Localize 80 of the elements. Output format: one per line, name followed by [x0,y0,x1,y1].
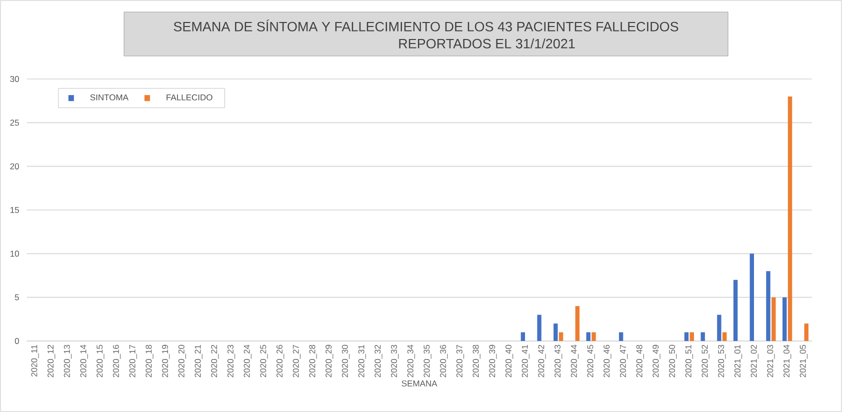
x-tick-label: 2020_37 [456,344,464,378]
bar [700,332,705,341]
bar [804,324,808,341]
x-tick-label: 2020_40 [505,344,514,378]
y-tick-label: 5 [14,294,19,300]
x-tick-label: 2020_44 [570,344,578,378]
bar [558,332,564,341]
x-tick-label: 2020_17 [129,344,137,378]
x-tick-label: 2020_13 [64,344,72,378]
bar [554,324,558,341]
x-tick-label: 2020_23 [227,344,236,378]
y-tick-label: 15 [10,207,19,213]
x-tick-label: 2020_45 [587,344,595,378]
bar [537,314,542,341]
x-tick-label: 2020_39 [489,344,497,378]
x-tick-label: 2020_29 [326,344,334,378]
x-tick-label: 2020_25 [260,344,268,378]
x-tick-label: 2021_05 [800,344,808,378]
x-tick-label: 2020_11 [31,344,39,377]
x-tick-label: 2020_42 [538,344,546,378]
bar [766,271,770,341]
bar [592,332,596,341]
bar [717,314,722,341]
x-tick-label: 2020_51 [685,344,693,378]
x-tick-label: 2020_47 [620,344,628,378]
x-tick-label: 2020_48 [636,344,644,378]
x-tick-label: 2020_14 [80,344,88,378]
x-axis-title: SEMANA [402,380,438,386]
x-tick-label: 2021_02 [750,344,758,378]
bar [575,306,580,341]
legend-label: FALLECIDO [166,94,212,100]
y-tick-label: 0 [14,338,19,344]
y-tick-label: 30 [10,76,19,82]
bar [690,332,694,341]
bar [733,280,738,341]
bar [782,297,787,341]
x-tick-label: 2020_19 [162,344,170,378]
y-tick-label: 10 [10,250,19,257]
chart-title: SEMANA DE SÍNTOMA Y FALLECIMIENTO DE LOS 43 PACIENTES FALLECIDOS [174,20,678,32]
bar [586,332,590,341]
x-tick-label: 2020_38 [472,344,480,378]
x-tick-label: 2020_32 [374,344,382,378]
x-tick-label: 2020_22 [211,344,219,378]
y-tick-label: 20 [10,163,19,170]
x-tick-label: 2021_04 [783,344,792,378]
x-tick-label: 2020_53 [718,344,726,378]
x-tick-label: 2020_33 [390,344,399,378]
x-tick-label: 2020_34 [407,344,415,378]
x-tick-label: 2020_31 [358,344,366,378]
x-tick-label: 2020_21 [194,344,202,378]
x-tick-label: 2020_35 [424,344,432,378]
x-tick-label: 2020_27 [292,344,300,378]
y-tick-label: 25 [10,120,19,126]
bar [788,96,792,341]
bar [750,254,754,341]
bar [684,332,689,341]
x-tick-label: 2020_46 [604,344,612,378]
x-tick-label: 2020_30 [342,344,350,378]
bar [772,297,776,341]
x-tick-label: 2020_28 [309,344,317,378]
x-tick-label: 2020_24 [244,344,252,378]
x-tick-label: 2020_16 [112,344,121,378]
x-tick-label: 2020_49 [652,344,660,378]
bar [520,332,526,341]
x-tick-label: 2020_18 [146,344,154,378]
x-tick-label: 2020_50 [669,344,677,378]
legend-label: SINTOMA [90,94,128,100]
bar [618,332,624,341]
chart-subtitle: REPORTADOS EL 31/1/2021 [399,38,575,48]
x-tick-label: 2021_03 [767,344,775,378]
x-tick-label: 2020_43 [554,344,562,378]
x-tick-label: 2020_26 [276,344,284,378]
bar [722,332,727,341]
x-tick-label: 2020_52 [702,344,710,378]
x-tick-label: 2021_01 [734,344,742,378]
x-tick-label: 2020_36 [440,344,448,378]
x-tick-label: 2020_15 [96,344,104,378]
x-tick-label: 2020_12 [48,344,56,378]
x-tick-label: 2020_41 [522,344,530,378]
x-tick-label: 2020_20 [178,344,186,378]
